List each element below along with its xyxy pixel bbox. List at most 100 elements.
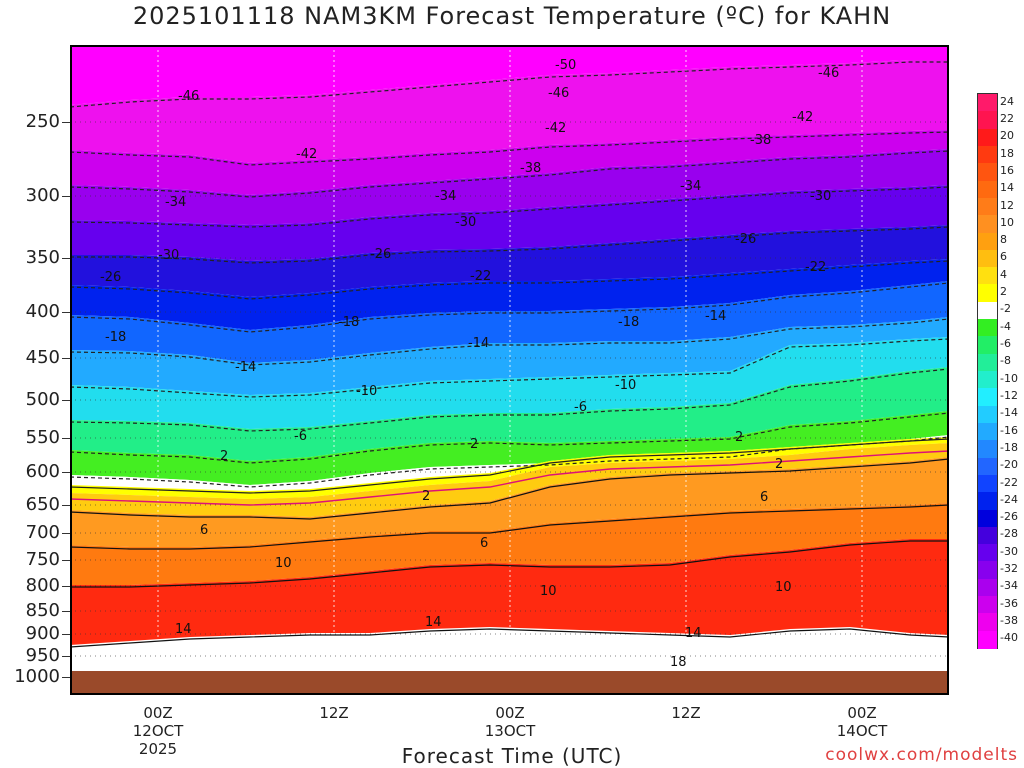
- y-tick-label-400: 400: [25, 301, 60, 322]
- contour-label: 14: [685, 626, 702, 641]
- x-tick-label: 12Z: [319, 704, 349, 722]
- color-scale-label: -4: [1000, 319, 1011, 333]
- color-scale-label: 16: [1000, 163, 1014, 177]
- color-scale-label: -16: [1000, 423, 1018, 437]
- contour-label: -38: [520, 161, 541, 176]
- color-scale-label: -30: [1000, 544, 1018, 558]
- contour-label: -42: [545, 121, 566, 136]
- chart-title: 2025101118 NAM3KM Forecast Temperature (…: [132, 2, 892, 30]
- ground-surface: [70, 671, 949, 695]
- color-scale-label: 8: [1000, 233, 1007, 247]
- color-scale-label: 24: [1000, 94, 1014, 108]
- temperature-band--30: [70, 185, 949, 261]
- contour-label: 6: [760, 490, 768, 505]
- plot-frame: [70, 45, 949, 695]
- temperature-band-14: [70, 503, 949, 585]
- y-tick-mark: [62, 586, 70, 587]
- y-tick-mark: [62, 472, 70, 473]
- color-scale-label: 4: [1000, 267, 1007, 281]
- contour-label: 10: [275, 556, 292, 571]
- contour-label: -6: [294, 429, 307, 444]
- y-tick-label-750: 750: [25, 549, 60, 570]
- y-tick-label-450: 450: [25, 347, 60, 368]
- color-scale-swatch: [978, 197, 997, 216]
- contour-line: [70, 458, 949, 520]
- color-scale-label: -36: [1000, 596, 1018, 610]
- contour-label: -42: [792, 110, 813, 125]
- contour-label: -26: [735, 232, 756, 247]
- y-tick-mark: [62, 258, 70, 259]
- contour-label: -50: [555, 58, 576, 73]
- color-scale-label: -12: [1000, 388, 1018, 402]
- contour-label: -14: [468, 336, 489, 351]
- y-tick-mark: [62, 533, 70, 534]
- color-scale-swatch: [978, 301, 997, 320]
- color-scale-swatch: [978, 596, 997, 614]
- color-scale-swatch: [978, 630, 997, 649]
- contour-label: -10: [615, 378, 636, 393]
- color-scale-label: -6: [1000, 337, 1011, 351]
- contour-label: -34: [165, 195, 186, 210]
- contour-label: 14: [425, 615, 442, 630]
- color-scale-swatch: [978, 336, 997, 355]
- temperature-time-height-plot: -50 -46 -46 -46 -42 -42 -42 -38 -38 -34 -34 -34 -30 -…: [70, 45, 949, 695]
- y-tick-label-700: 700: [25, 522, 60, 543]
- contour-label: -30: [158, 248, 179, 263]
- freezing-line: [70, 450, 949, 506]
- color-scale-label: 6: [1000, 250, 1007, 264]
- temperature-band--10: [70, 337, 949, 429]
- temperature-band--38: [70, 130, 949, 195]
- contour-label: -22: [805, 260, 826, 275]
- y-tick-mark: [62, 656, 70, 657]
- color-scale-swatch: [978, 526, 997, 545]
- color-scale-swatch: [978, 613, 997, 632]
- color-scale-label: -34: [1000, 579, 1018, 593]
- contour-label: 2: [422, 489, 430, 504]
- y-tick-mark: [62, 122, 70, 123]
- color-scale-swatch: [978, 440, 997, 459]
- contour-line: [70, 186, 949, 228]
- color-scale-swatch: [978, 492, 997, 510]
- contour-line: [70, 338, 949, 398]
- color-scale-swatch: [978, 388, 997, 407]
- contour-label: -18: [105, 330, 126, 345]
- color-scale-label: 22: [1000, 111, 1014, 125]
- contour-label: -6: [574, 400, 587, 415]
- color-scale-label: -2: [1000, 302, 1011, 316]
- y-tick-mark: [62, 505, 70, 506]
- contour-line: [70, 150, 949, 198]
- color-scale-swatch: [978, 145, 997, 164]
- color-scale-label: 20: [1000, 129, 1014, 143]
- contour-label: 10: [540, 584, 557, 599]
- y-tick-label-500: 500: [25, 389, 60, 410]
- contour-label: -30: [810, 189, 831, 204]
- contour-label: 14: [175, 622, 192, 637]
- contour-label: -42: [296, 147, 317, 162]
- contour-line: [70, 131, 949, 166]
- color-scale-label: 12: [1000, 198, 1014, 212]
- color-scale-swatch: [978, 578, 997, 597]
- source-credit[interactable]: coolwx.com/modelts: [825, 745, 1018, 765]
- color-scale-swatch: [978, 509, 997, 528]
- color-scale-swatch: [978, 249, 997, 268]
- color-scale-swatch: [978, 405, 997, 424]
- color-scale-label: -24: [1000, 492, 1018, 506]
- x-tick-label: 12Z: [671, 704, 701, 722]
- y-tick-mark: [62, 560, 70, 561]
- contour-label: 10: [775, 580, 792, 595]
- y-tick-label-1000: 1000: [14, 666, 60, 687]
- contour-line: [70, 368, 949, 432]
- color-scale-swatch: [978, 561, 997, 580]
- y-tick-mark: [62, 438, 70, 439]
- color-scale-label: -18: [1000, 440, 1018, 454]
- contour-label: -38: [750, 133, 771, 148]
- color-scale-swatch: [978, 544, 997, 562]
- y-tick-mark: [62, 312, 70, 313]
- y-tick-label-900: 900: [25, 623, 60, 644]
- y-tick-label-850: 850: [25, 600, 60, 621]
- y-tick-mark: [62, 400, 70, 401]
- temperature-band--6: [70, 367, 949, 461]
- contour-line: [70, 628, 949, 648]
- color-scale-swatch: [978, 94, 997, 112]
- y-tick-mark: [62, 196, 70, 197]
